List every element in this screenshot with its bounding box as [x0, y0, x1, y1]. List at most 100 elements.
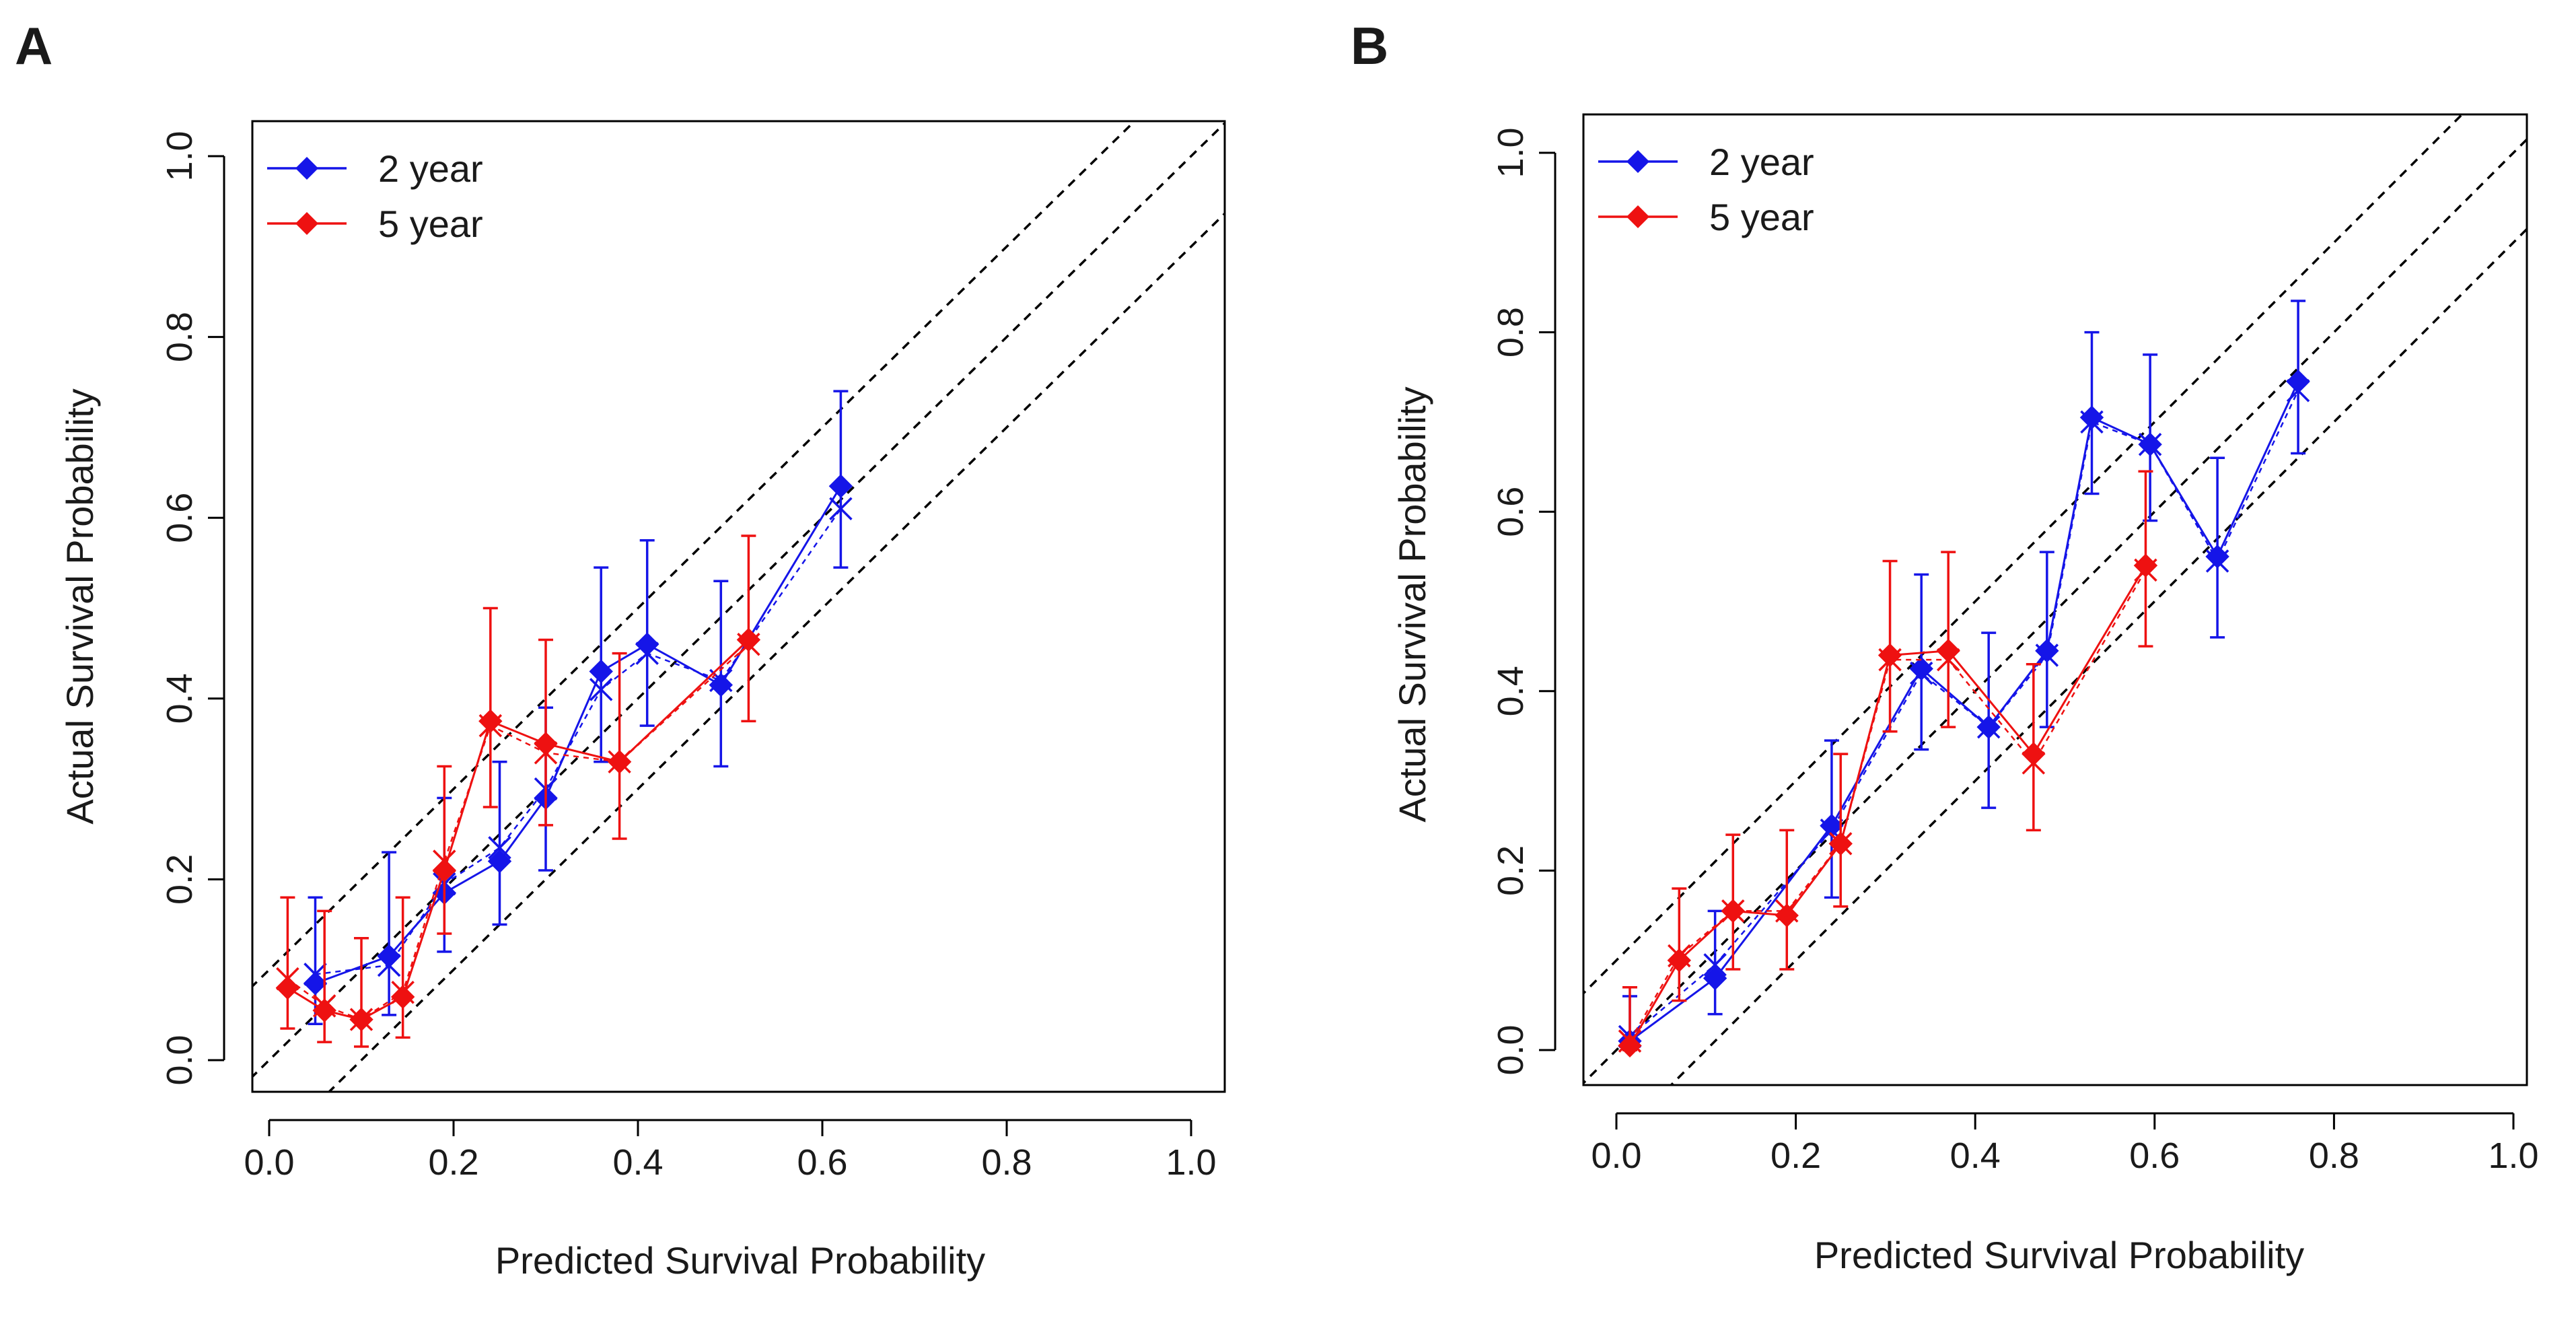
- data-point: [709, 672, 734, 697]
- y-axis-title: Actual Survival Probability: [1391, 386, 1433, 822]
- data-point: [2133, 553, 2158, 578]
- legend-diamond: [295, 212, 318, 235]
- legend-label: 2 year: [1709, 141, 1814, 183]
- y-axis-title: Actual Survival Probability: [59, 388, 101, 824]
- x-tick-label: 1.0: [1166, 1142, 1216, 1183]
- reference-line: [1669, 227, 2527, 1085]
- legend-diamond: [295, 157, 318, 180]
- data-point: [390, 985, 415, 1009]
- reference-line: [252, 121, 1225, 1078]
- corrected-x-mark: [1703, 953, 1727, 977]
- x-tick-label: 0.4: [1950, 1136, 2001, 1176]
- data-point: [1909, 656, 1933, 681]
- data-point: [2035, 639, 2059, 663]
- reference-line: [1583, 114, 2464, 996]
- y-tick-label: 0.4: [159, 673, 200, 724]
- series-line: [1629, 381, 2299, 1042]
- reference-line: [327, 211, 1225, 1092]
- data-point: [736, 627, 761, 652]
- data-point: [349, 1007, 373, 1032]
- data-point: [2205, 545, 2229, 569]
- x-axis-title: Predicted Survival Probability: [1814, 1234, 2304, 1276]
- legend-diamond: [1626, 150, 1649, 173]
- x-tick-label: 0.6: [2129, 1136, 2180, 1176]
- x-tick-label: 0.0: [1591, 1136, 1641, 1176]
- legend: 2 year 5 year: [1598, 141, 1814, 238]
- data-point: [487, 849, 512, 874]
- x-tick-label: 0.4: [612, 1142, 663, 1183]
- data-point: [2022, 742, 2046, 766]
- series-2-year: [1618, 300, 2310, 1053]
- data-point: [1828, 831, 1853, 856]
- series-5-year: [275, 534, 761, 1048]
- series-corrected-line: [287, 643, 750, 1020]
- data-point: [828, 474, 853, 498]
- panel-a: A 0.0 0.2 0.4 0.6 0.8 1.0 0.0 0.2 0.4 0.6 0.8 1.0 Pre…: [15, 16, 1226, 1282]
- data-point: [2079, 405, 2104, 429]
- legend-label: 5 year: [378, 203, 483, 245]
- y-tick-label: 0.2: [1491, 845, 1531, 896]
- y-tick-label: 0.8: [159, 312, 200, 362]
- plot-frame: [251, 120, 1226, 1093]
- x-tick-label: 0.2: [1770, 1136, 1821, 1176]
- y-tick-label: 0.0: [1491, 1024, 1531, 1075]
- x-tick-label: 0.0: [244, 1142, 294, 1183]
- data-point: [1775, 903, 1799, 928]
- reference-line: [1583, 137, 2527, 1085]
- series-5-year: [1618, 470, 2158, 1058]
- reference-lines: [252, 121, 1225, 1092]
- data-point: [635, 632, 659, 656]
- data-point: [2286, 370, 2310, 394]
- series-line: [314, 485, 842, 985]
- data-point: [2138, 432, 2162, 456]
- panel-b: B 0.0 0.2 0.4 0.6 0.8 1.0 0.0 0.2 0.4 0.6 0.8 1.0 Pre…: [1351, 16, 2539, 1276]
- legend-label: 2 year: [378, 147, 483, 190]
- data-point: [377, 944, 401, 969]
- series-corrected-line: [1629, 569, 2147, 1042]
- series-line: [287, 639, 750, 1021]
- plot-frame: [1582, 113, 2528, 1086]
- y-tick-label: 0.6: [159, 493, 200, 543]
- data-point: [534, 732, 558, 756]
- data-point: [589, 659, 613, 684]
- data-point: [1667, 948, 1692, 973]
- x-tick-label: 0.2: [428, 1142, 478, 1183]
- x-tick-label: 0.6: [797, 1142, 847, 1183]
- legend-label: 5 year: [1709, 196, 1814, 238]
- corrected-x-mark: [589, 678, 613, 701]
- x-tick-label: 0.8: [981, 1142, 1032, 1183]
- data-point: [1976, 715, 2001, 739]
- data-point: [1721, 899, 1745, 924]
- y-tick-label: 0.0: [159, 1035, 200, 1085]
- series-corrected-line: [1629, 390, 2299, 1037]
- data-point: [432, 858, 457, 882]
- x-axis-title: Predicted Survival Probability: [495, 1239, 985, 1282]
- corrected-x-mark: [829, 497, 853, 521]
- data-point: [478, 709, 503, 734]
- corrected-x-mark: [488, 836, 511, 860]
- reference-lines: [1583, 114, 2527, 1085]
- y-tick-label: 0.2: [159, 854, 200, 905]
- legend-diamond: [1626, 205, 1649, 228]
- panel-label: B: [1351, 16, 1388, 75]
- data-point: [1936, 639, 1960, 663]
- data-point: [1877, 643, 1902, 668]
- y-tick-label: 0.6: [1491, 487, 1531, 537]
- data-point: [607, 750, 632, 774]
- x-tick-label: 1.0: [2488, 1136, 2538, 1176]
- y-tick-label: 0.4: [1491, 666, 1531, 716]
- data-point: [1820, 814, 1844, 838]
- x-tick-label: 0.8: [2309, 1136, 2359, 1176]
- y-tick-label: 1.0: [1491, 127, 1531, 178]
- data-point: [303, 971, 328, 996]
- data-point: [1703, 966, 1727, 991]
- y-tick-label: 0.8: [1491, 307, 1531, 357]
- data-point: [312, 998, 336, 1022]
- data-point: [275, 975, 300, 1000]
- reference-line: [252, 121, 1137, 988]
- y-tick-label: 1.0: [159, 131, 200, 181]
- series-2-year: [303, 390, 853, 1026]
- data-point: [1618, 1033, 1642, 1058]
- legend: 2 year 5 year: [267, 147, 483, 245]
